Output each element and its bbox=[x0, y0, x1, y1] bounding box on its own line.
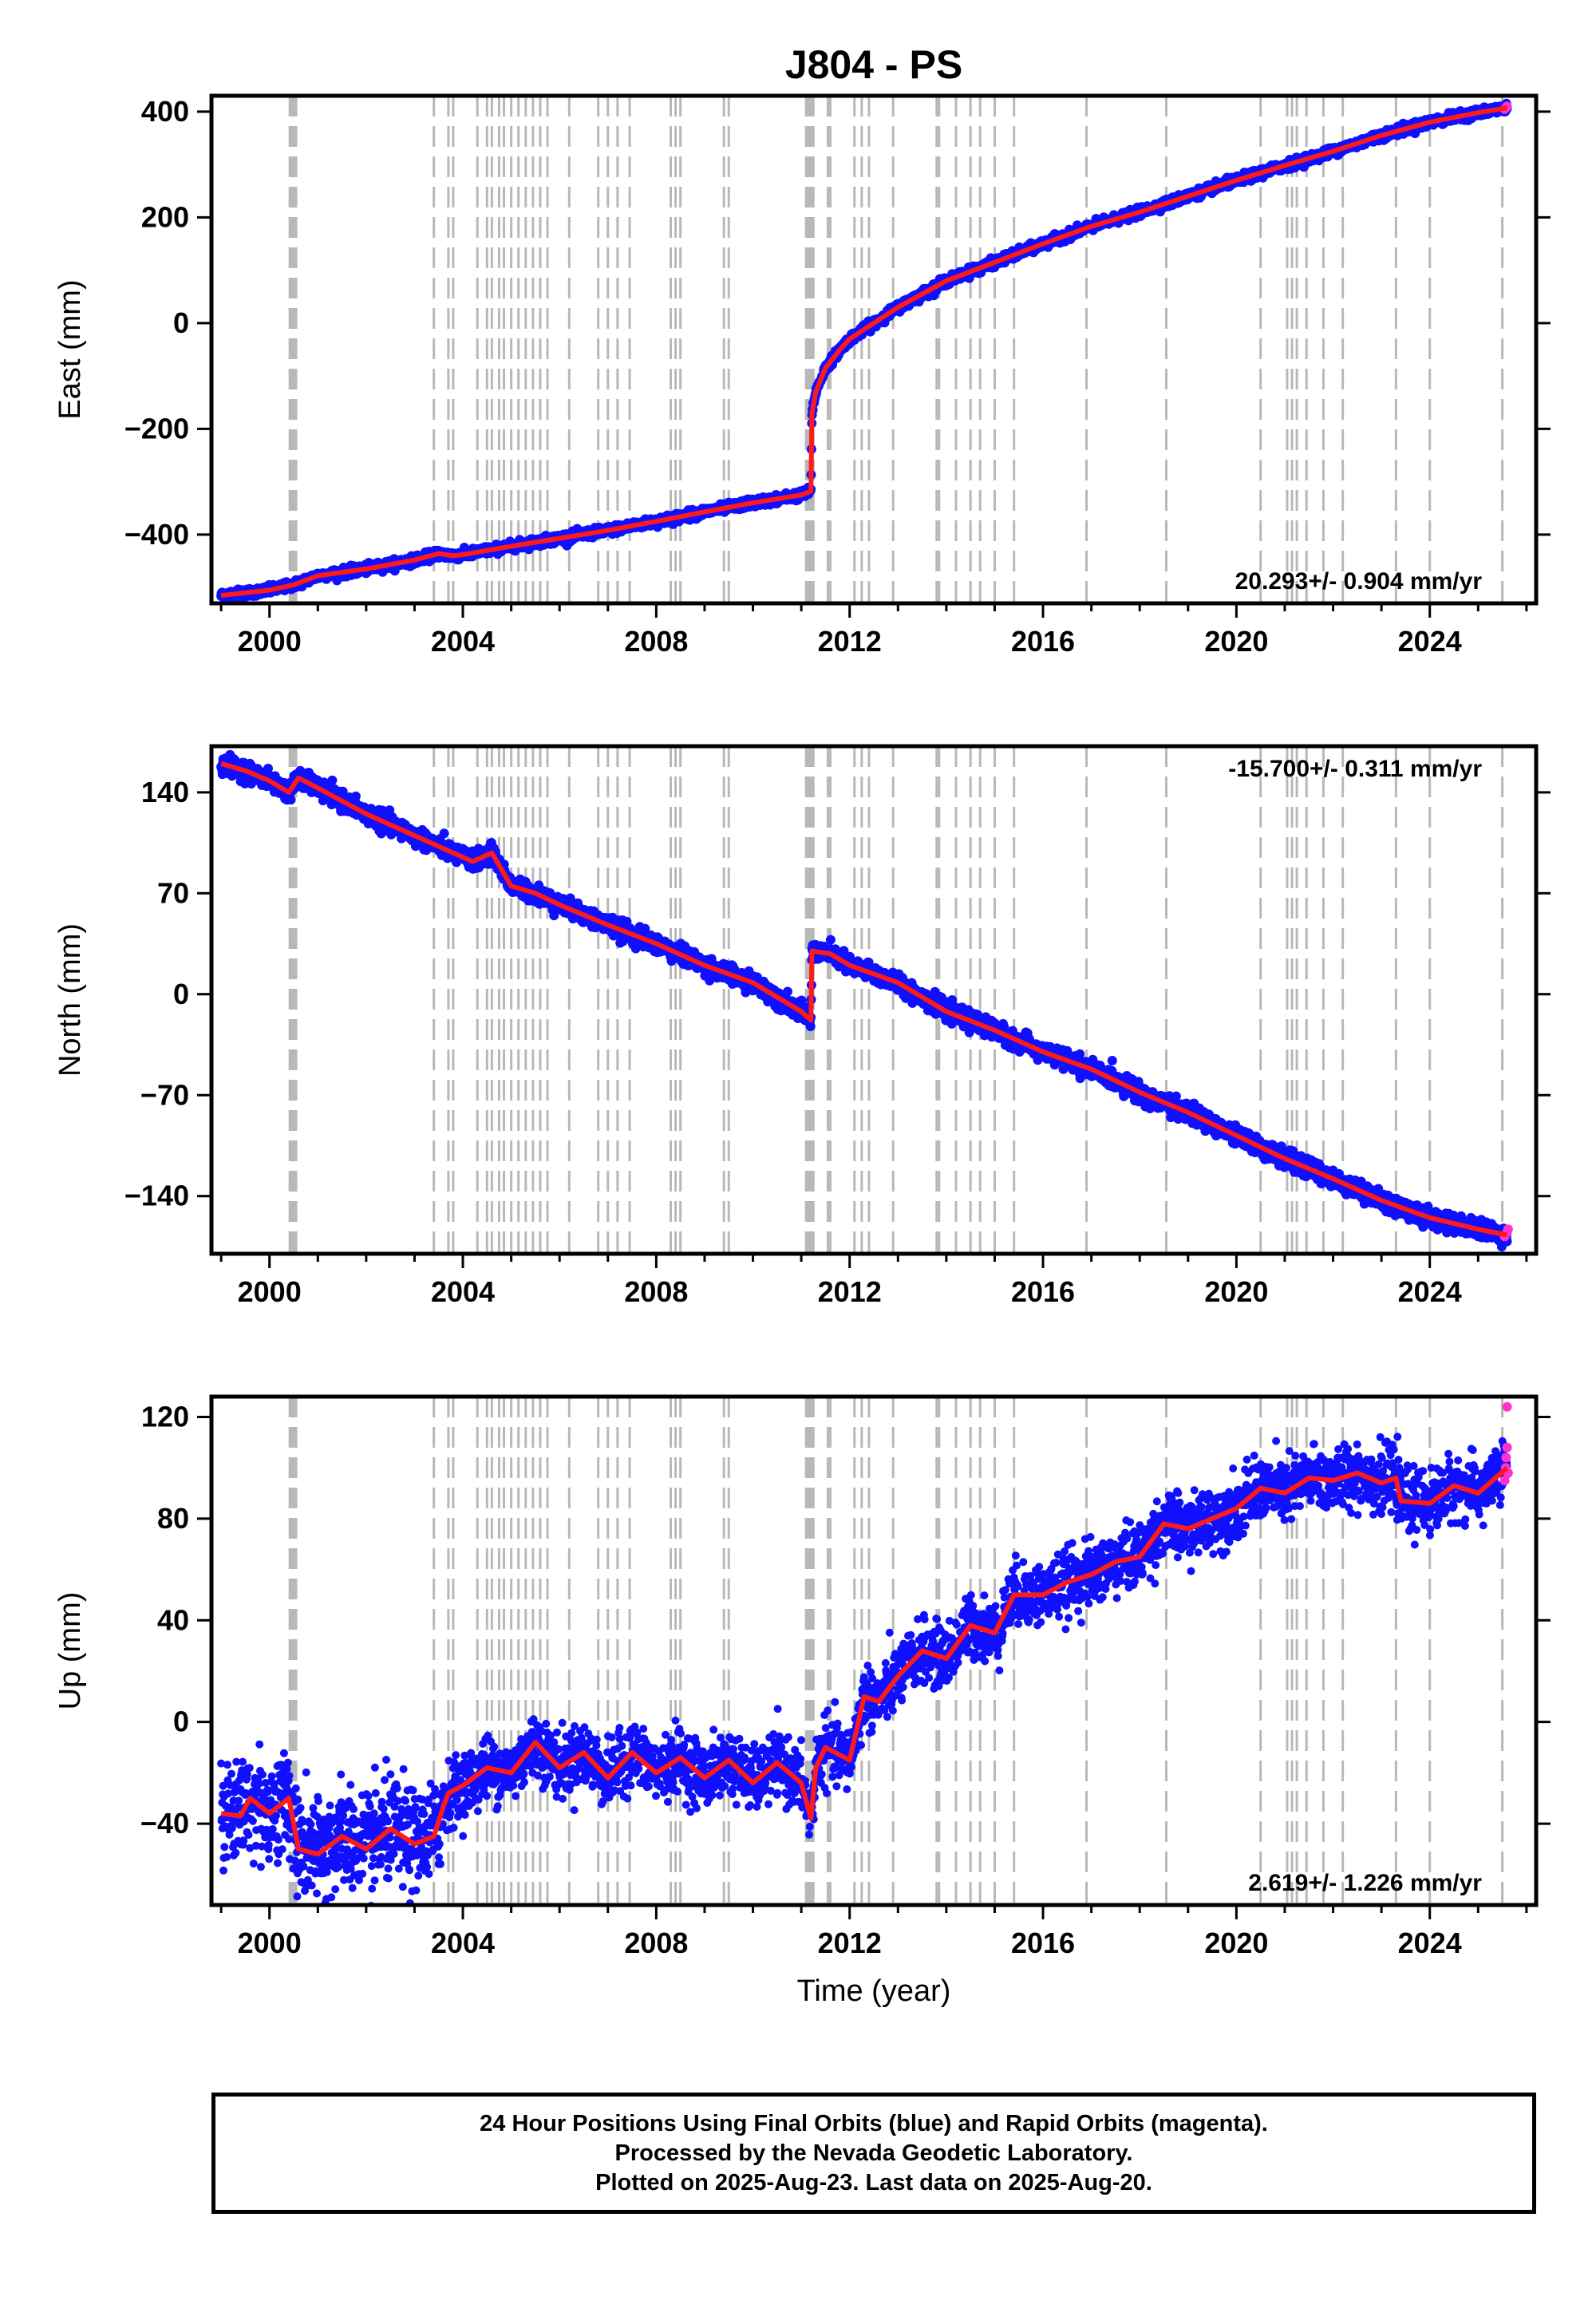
east-trend-line bbox=[220, 105, 1508, 599]
east-y-axis-label: East (mm) bbox=[53, 279, 87, 419]
final-orbit-point bbox=[350, 791, 361, 801]
x-tick-label: 2012 bbox=[818, 625, 882, 658]
figure-title: J804 - PS bbox=[785, 42, 962, 87]
final-orbit-point bbox=[327, 775, 338, 785]
north-panel: 2000 2004 2008 2012 2016 2020 2024140700−70−14… bbox=[53, 744, 1551, 1308]
x-tick-label: 2024 bbox=[1398, 625, 1462, 658]
east-y-axis: 400 200 0 −200 −400 bbox=[124, 95, 1551, 551]
x-tick-label: 2000 bbox=[238, 625, 302, 658]
x-tick-label: 2020 bbox=[1204, 625, 1268, 658]
final-orbit-point bbox=[263, 763, 273, 773]
east-x-axis: 2000 2004 2008 2012 2016 2020 2024 bbox=[219, 603, 1528, 658]
east-offset-lines bbox=[288, 96, 1504, 603]
x-tick-label: 2004 bbox=[431, 625, 495, 658]
east-final-orbit-points bbox=[216, 98, 1512, 603]
y-tick-label: 0 bbox=[173, 306, 189, 339]
x-tick-label: 2008 bbox=[624, 625, 688, 658]
east-plot-frame bbox=[209, 93, 1539, 606]
y-tick-label: −200 bbox=[124, 412, 189, 445]
east-panel: 2000 2004 2008 2012 2016 2020 20244002000−200−… bbox=[53, 93, 1551, 658]
y-tick-label: −400 bbox=[124, 518, 189, 551]
x-tick-label: 2016 bbox=[1011, 625, 1075, 658]
final-orbit-point bbox=[286, 795, 296, 805]
north-final-orbit-points bbox=[216, 749, 1512, 1252]
east-velocity-label: 20.293+/- 0.904 mm/yr bbox=[1235, 568, 1483, 595]
y-tick-label: 400 bbox=[141, 95, 189, 128]
y-tick-label: 200 bbox=[141, 200, 189, 233]
final-orbit-point bbox=[439, 828, 449, 839]
